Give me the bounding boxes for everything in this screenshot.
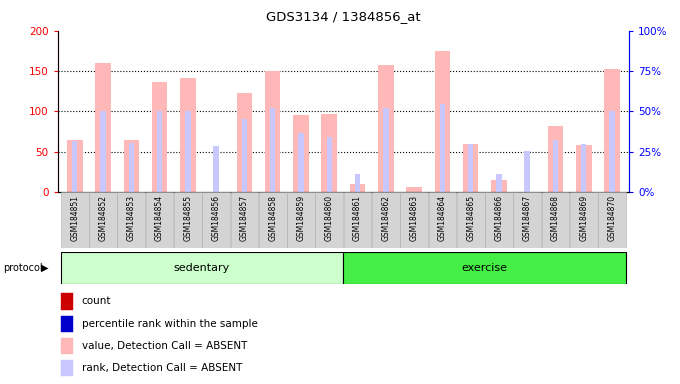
Bar	[202, 192, 230, 248]
Text: protocol: protocol	[3, 263, 43, 273]
Bar	[407, 187, 422, 192]
Text: GSM184868: GSM184868	[551, 195, 560, 241]
Bar	[241, 119, 247, 192]
Bar	[174, 192, 202, 248]
Bar	[316, 192, 343, 248]
Bar	[101, 111, 106, 192]
Bar	[463, 144, 479, 192]
Bar	[61, 252, 343, 284]
Text: exercise: exercise	[462, 263, 508, 273]
Bar	[496, 174, 502, 192]
Text: GSM184865: GSM184865	[466, 195, 475, 241]
Bar	[95, 63, 111, 192]
Bar	[322, 114, 337, 192]
Bar	[326, 137, 332, 192]
Bar	[605, 70, 619, 192]
Bar	[491, 180, 507, 192]
Bar	[214, 146, 219, 192]
Bar	[157, 111, 163, 192]
Bar	[598, 192, 626, 248]
Text: GSM184869: GSM184869	[579, 195, 588, 241]
Text: GDS3134 / 1384856_at: GDS3134 / 1384856_at	[266, 10, 421, 23]
Bar	[237, 93, 252, 192]
Bar	[72, 141, 78, 192]
Text: GSM184862: GSM184862	[381, 195, 390, 241]
Bar	[89, 192, 117, 248]
Bar	[609, 111, 615, 192]
Bar	[293, 115, 309, 192]
Bar	[372, 192, 400, 248]
Text: GSM184863: GSM184863	[409, 195, 419, 241]
Bar	[180, 78, 196, 192]
Bar	[383, 108, 388, 192]
Bar	[67, 140, 82, 192]
Text: GSM184852: GSM184852	[99, 195, 107, 241]
Text: GSM184860: GSM184860	[325, 195, 334, 241]
Bar	[401, 192, 428, 248]
Bar	[299, 133, 304, 192]
Text: GSM184853: GSM184853	[127, 195, 136, 241]
Text: ▶: ▶	[41, 263, 48, 273]
Bar	[435, 51, 450, 192]
Text: sedentary: sedentary	[174, 263, 230, 273]
Bar	[146, 192, 173, 248]
Bar	[185, 111, 190, 192]
Bar	[378, 65, 394, 192]
Bar	[287, 192, 315, 248]
Text: GSM184857: GSM184857	[240, 195, 249, 241]
Text: GSM184856: GSM184856	[211, 195, 220, 241]
Text: GSM184854: GSM184854	[155, 195, 164, 241]
Bar	[485, 192, 513, 248]
Text: GSM184855: GSM184855	[184, 195, 192, 241]
Bar	[259, 192, 286, 248]
Text: percentile rank within the sample: percentile rank within the sample	[82, 319, 258, 329]
Bar	[547, 126, 563, 192]
Bar	[118, 192, 145, 248]
Bar	[61, 192, 88, 248]
Bar	[457, 192, 485, 248]
Text: rank, Detection Call = ABSENT: rank, Detection Call = ABSENT	[82, 363, 242, 373]
Bar	[553, 140, 558, 192]
Text: GSM184866: GSM184866	[494, 195, 503, 241]
Bar	[581, 144, 586, 192]
Text: count: count	[82, 296, 111, 306]
Text: GSM184864: GSM184864	[438, 195, 447, 241]
Text: GSM184870: GSM184870	[607, 195, 617, 241]
Bar	[152, 81, 167, 192]
Bar	[576, 145, 592, 192]
Bar	[343, 192, 371, 248]
Bar	[129, 143, 134, 192]
Bar	[570, 192, 598, 248]
Text: value, Detection Call = ABSENT: value, Detection Call = ABSENT	[82, 341, 247, 351]
Bar	[440, 104, 445, 192]
Bar	[355, 174, 360, 192]
Bar	[350, 184, 365, 192]
Bar	[343, 252, 626, 284]
Bar	[265, 71, 280, 192]
Bar	[468, 144, 473, 192]
Bar	[513, 192, 541, 248]
Text: GSM184858: GSM184858	[268, 195, 277, 241]
Text: GSM184861: GSM184861	[353, 195, 362, 241]
Bar	[270, 108, 275, 192]
Text: GSM184851: GSM184851	[70, 195, 80, 241]
Text: GSM184859: GSM184859	[296, 195, 305, 241]
Text: GSM184867: GSM184867	[523, 195, 532, 241]
Bar	[428, 192, 456, 248]
Bar	[231, 192, 258, 248]
Bar	[542, 192, 569, 248]
Bar	[124, 140, 139, 192]
Bar	[524, 151, 530, 192]
